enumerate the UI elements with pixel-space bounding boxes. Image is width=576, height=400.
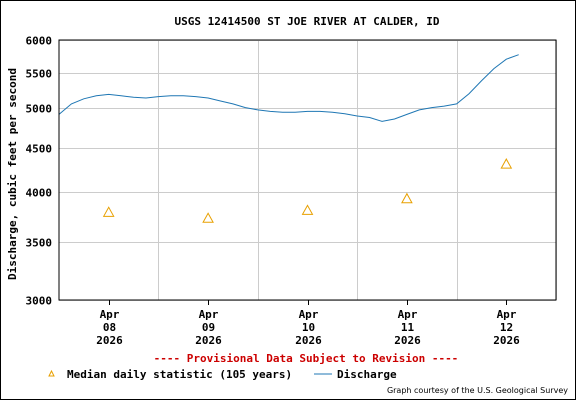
plot-area-border [58,39,557,301]
x-tick-labels: Apr082026Apr092026Apr102026Apr112026Apr1… [96,308,520,347]
median-marker [500,158,513,169]
median-marker [401,192,413,204]
x-tick-label: Apr [398,308,418,321]
y-tick-label: 6000 [26,35,53,48]
x-tick-label: Apr [497,308,517,321]
credit-text: Graph courtesy of the U.S. Geological Su… [387,386,568,395]
y-tick-label: 5500 [26,68,53,81]
x-tick-label: 2026 [394,334,421,347]
discharge-line [58,54,519,122]
x-tick-label: 2026 [295,334,322,347]
x-tick-label: 09 [202,321,215,334]
discharge-series [58,54,519,122]
x-tick-label: 10 [302,321,315,334]
y-axis-label: Discharge, cubic feet per second [6,68,19,280]
y-tick-label: 4000 [26,187,53,200]
x-tick-label: 12 [500,321,513,334]
y-tick-label: 4500 [26,143,53,156]
median-markers [102,158,513,223]
x-tick-label: Apr [299,308,319,321]
x-tick-label: 08 [103,321,116,334]
x-tick-label: 11 [401,321,415,334]
chart-title: USGS 12414500 ST JOE RIVER AT CALDER, ID [175,15,440,28]
legend-discharge-label: Discharge [337,368,397,381]
x-tick-label: 2026 [493,334,520,347]
y-tick-labels: 3000 3500 4000 4500 5000 5500 6000 [26,35,53,308]
median-marker [301,204,314,215]
x-tick-label: Apr [199,308,219,321]
legend-triangle-icon [48,369,55,377]
legend-median-label: Median daily statistic (105 years) [67,368,292,381]
provisional-data-notice: ---- Provisional Data Subject to Revisio… [154,352,459,365]
x-tick-label: Apr [100,308,120,321]
median-marker [202,212,214,223]
y-tick-label: 3500 [26,237,53,250]
median-marker [102,206,115,217]
y-tick-label: 5000 [26,103,53,116]
x-tick-label: 2026 [195,334,222,347]
x-tick-label: 2026 [96,334,123,347]
y-tick-label: 3000 [26,295,53,308]
